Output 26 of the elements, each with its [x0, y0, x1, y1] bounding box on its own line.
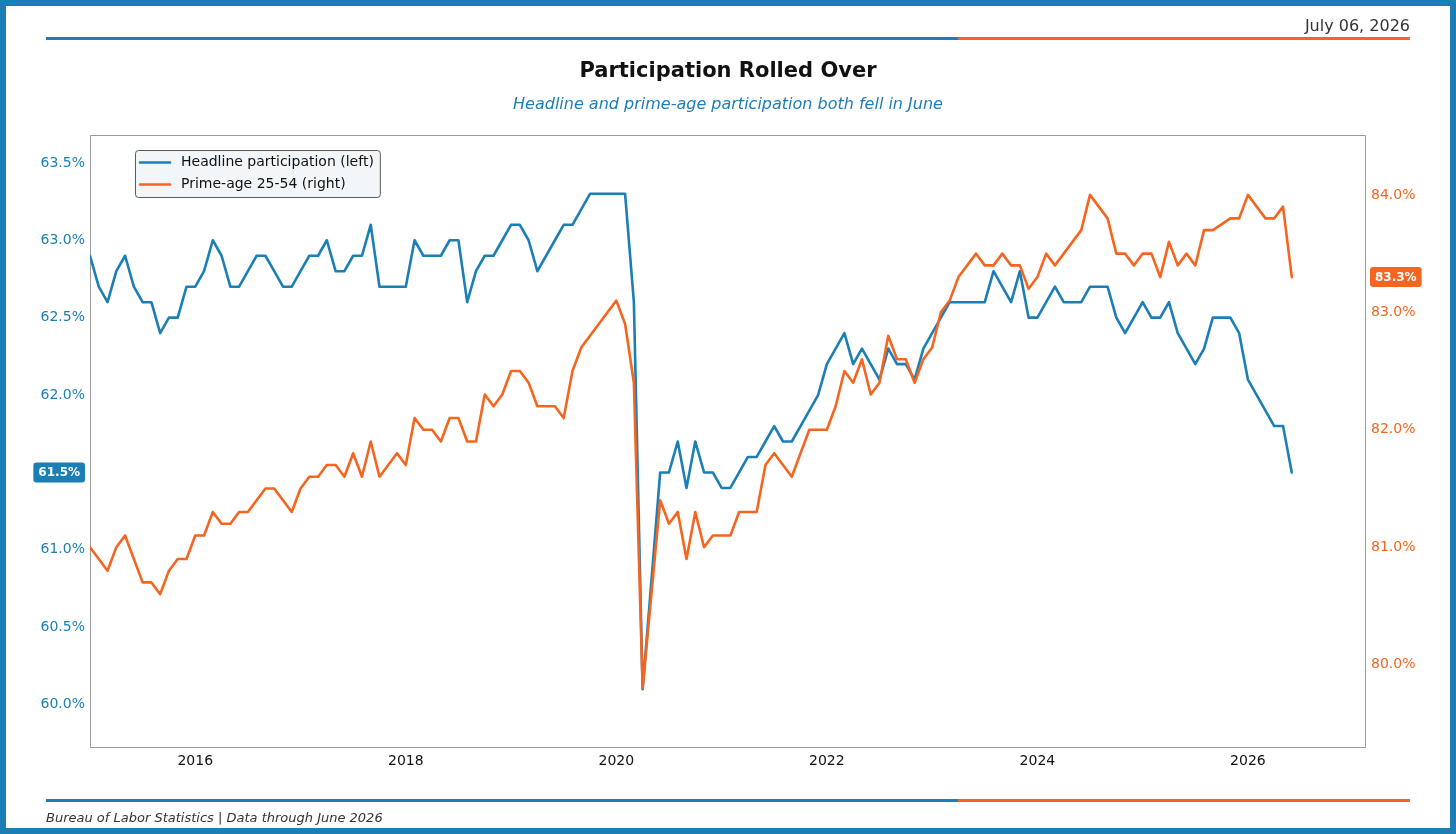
x-tick-label: 2016: [177, 752, 214, 769]
x-tick-label: 2024: [1019, 752, 1056, 769]
y2-tick-label: 83.0%: [1371, 302, 1416, 319]
chart-title: Participation Rolled Over: [578, 57, 878, 83]
legend-label: Prime-age 25-54 (right): [181, 175, 346, 192]
text: Bureau of Labor Statistics | Data through June 2026: [46, 810, 383, 826]
y-tick-label: 60.5%: [40, 617, 85, 634]
y-tick-label: 60.0%: [40, 695, 85, 712]
x-tick-label: 2020: [598, 752, 635, 769]
y-tick-label: 61.0%: [40, 540, 85, 557]
y2-tick-label: 84.0%: [1371, 185, 1416, 202]
y2-tick-label: 80.0%: [1371, 655, 1416, 672]
y-tick-label: 63.0%: [40, 230, 85, 247]
y2-tick-label: 81.0%: [1371, 537, 1416, 554]
x-tick-label: 2026: [1230, 752, 1266, 769]
y-tick-label: 62.5%: [40, 308, 85, 325]
x-tick-label: 2022: [809, 752, 845, 769]
y-tick-label: 62.0%: [40, 385, 85, 402]
x-tick-label: 2018: [387, 752, 424, 769]
y-tick-label: 63.5%: [40, 153, 85, 170]
chart-subtitle: Headline and prime-age participation both fell in June: [512, 94, 944, 114]
text: July 06, 2026: [1304, 16, 1410, 36]
y2-tick-label: 82.0%: [1371, 420, 1416, 437]
legend-label: Headline participation (left): [181, 153, 374, 170]
y-tick-label: 61.5%: [38, 465, 80, 480]
y2-tick-label: 83.3%: [1375, 269, 1417, 284]
